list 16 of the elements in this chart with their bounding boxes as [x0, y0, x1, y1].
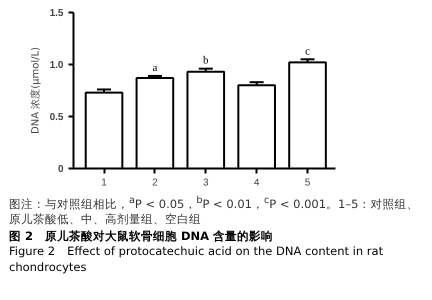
text: Figure 2 Effect of protocatechuic acid on the DNA content in rat chondrocytes [9, 244, 384, 276]
y-tick-label: 0 [58, 164, 64, 175]
y-tick-label: 1.0 [50, 60, 64, 71]
annotation: c [305, 45, 310, 58]
x-tick-label: 5 [304, 178, 311, 188]
x-tick-label: 1 [101, 178, 108, 188]
x-tick-label: 2 [152, 178, 158, 188]
y-axis-title: DNA 浓度(μmol/L) [30, 46, 42, 134]
x-tick-label: 3 [202, 178, 209, 188]
y-tick-label: 1.5 [50, 8, 64, 19]
annotation: b [203, 54, 210, 67]
text: 图 2 原儿茶酸对大鼠软骨细胞 DNA 含量的影响 [9, 228, 274, 244]
x-tick-label: 4 [254, 178, 260, 188]
text: 图注：与对照组相比，$^{a}$P < 0.05，$^{b}$P < 0.01，$^{c}$P < 0.001。1–5：对照组、原儿茶酸低、中、高剂量组、空白组 [9, 195, 418, 226]
y-tick-label: 0.5 [50, 112, 64, 123]
annotation: a [152, 62, 158, 74]
